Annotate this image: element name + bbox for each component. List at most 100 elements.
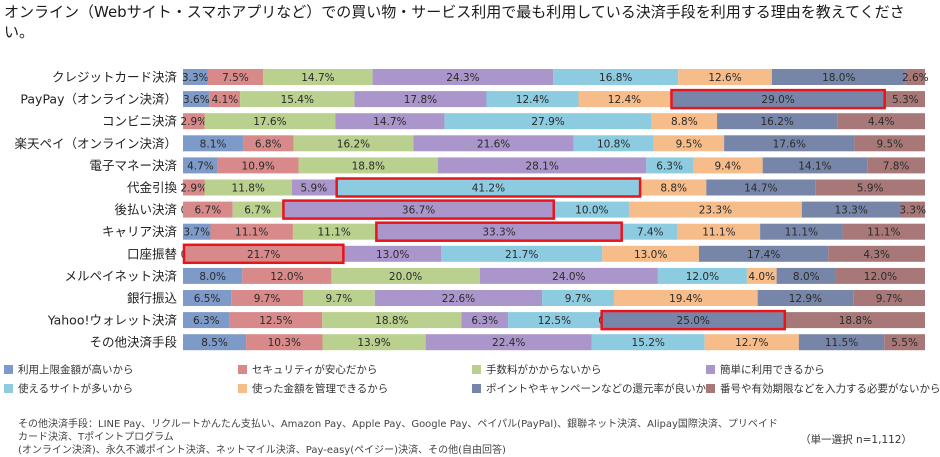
data-label: 6.3% <box>193 315 220 327</box>
data-label: 25.0% <box>677 315 710 327</box>
bar-segment <box>440 245 603 262</box>
bar-segment <box>183 312 230 329</box>
bar-segment <box>837 113 925 130</box>
data-label: 9.7% <box>876 293 903 305</box>
legend-label: 使えるサイトが多いから <box>18 383 134 395</box>
bar-segment <box>231 290 303 306</box>
bar-segment <box>413 135 574 152</box>
bar-segment <box>335 113 445 130</box>
bar-segment <box>425 334 592 351</box>
category-label: 代金引換 <box>127 180 178 195</box>
highlight-box <box>182 243 345 265</box>
bar-segment <box>657 267 747 284</box>
data-label: 13.3% <box>834 205 867 217</box>
bar-segment <box>670 91 886 108</box>
data-label: 22.4% <box>492 337 525 349</box>
legend-item: 使った金額を管理できるから <box>238 381 472 396</box>
data-label: 2.9% <box>180 116 207 128</box>
data-label: 12.6% <box>708 72 741 84</box>
bar-segment <box>331 267 480 284</box>
bar-segment <box>344 245 441 262</box>
bar-segment <box>461 312 509 329</box>
legend-label: 簡単に利用できるから <box>720 364 825 376</box>
bar-segment <box>854 135 925 152</box>
highlight-box <box>600 309 787 331</box>
bar-segment <box>542 290 614 306</box>
bar-segment <box>302 290 375 306</box>
bar-segment <box>905 69 925 85</box>
data-label: 7.4% <box>637 227 664 239</box>
data-label: 11.5% <box>825 337 858 349</box>
bar-segment <box>291 179 336 196</box>
data-label: 11.8% <box>232 183 265 195</box>
category-label: メルペイネット決済 <box>64 268 177 283</box>
chart-title: オンライン（Webサイト・スマホアプリなど）での買い物・サービス利用で最も利用し… <box>4 3 905 41</box>
legend-swatch <box>706 384 715 393</box>
data-label: 17.6% <box>253 116 286 128</box>
bar-segment <box>801 201 901 218</box>
highlight-box <box>282 199 555 220</box>
category-labels: クレジットカード決済 PayPay（オンライン決済） コンビニ決済楽天ペイ（オンライ… <box>14 70 177 350</box>
bar-segment <box>724 135 855 152</box>
bar-segment <box>717 113 838 130</box>
data-label: 13.9% <box>357 337 390 349</box>
data-label: 12.0% <box>270 271 303 283</box>
category-label: 楽天ペイ（オンライン決済） <box>14 136 177 151</box>
bar-segment <box>835 267 925 284</box>
sample-size-note: （単一選択 n=1,112） <box>800 434 912 446</box>
bar-segment <box>210 223 293 240</box>
bar-segment <box>885 91 925 108</box>
bar-segment <box>678 69 772 85</box>
bar-segment <box>486 91 579 108</box>
data-label: 28.1% <box>525 160 558 172</box>
data-label: 11.1% <box>317 227 350 239</box>
bar-segment <box>508 312 601 329</box>
data-label: 8.5% <box>201 337 228 349</box>
data-label: 12.0% <box>686 271 719 283</box>
data-label: 8.0% <box>199 271 226 283</box>
legend-swatch <box>472 384 481 393</box>
category-label: クレジットカード決済 <box>52 70 178 85</box>
data-label: 9.5% <box>676 138 703 150</box>
bar-segment <box>292 223 376 240</box>
bar-segment <box>554 201 629 218</box>
legend-label: 番号や有効期限などを入力する必要がないから <box>720 383 940 395</box>
data-label: 8.8% <box>660 183 687 195</box>
data-label: 10.3% <box>268 337 301 349</box>
bar-segment <box>867 157 925 174</box>
data-label: 18.8% <box>375 315 408 327</box>
bar-segment <box>298 157 438 174</box>
highlight-boxes <box>182 88 886 331</box>
category-label: コンビニ決済 <box>102 114 178 129</box>
data-label: 4.4% <box>868 116 895 128</box>
bar-segment <box>209 91 241 108</box>
bar-segment <box>183 201 233 218</box>
bar-segment <box>757 290 854 306</box>
bar-segment <box>746 267 777 284</box>
data-label: 20.0% <box>389 271 422 283</box>
data-label: 6.7% <box>244 205 271 217</box>
legend-item: 使えるサイトが多いから <box>4 381 238 396</box>
data-label: 17.8% <box>404 94 437 106</box>
bar-segment <box>240 91 355 108</box>
bar-segment <box>776 267 836 284</box>
bar-segment <box>479 267 658 284</box>
bar-segment <box>322 334 426 351</box>
legend-swatch <box>238 384 247 393</box>
bar-segment <box>183 135 244 152</box>
bar-segment <box>183 113 205 130</box>
bar-segment <box>183 267 243 284</box>
bar-segment <box>553 69 679 85</box>
legend-label: セキュリティが安心だから <box>252 364 378 376</box>
bar-segment <box>322 312 462 329</box>
bar-segment <box>706 179 816 196</box>
data-label: 19.4% <box>669 293 702 305</box>
bar-segment <box>243 135 294 152</box>
bar-segment <box>646 157 693 174</box>
data-label: 15.4% <box>281 94 314 106</box>
data-label: 41.2% <box>472 183 505 195</box>
bar-segment <box>183 334 247 351</box>
bar-segment <box>374 290 543 306</box>
data-label: 12.5% <box>538 315 571 327</box>
legend-swatch <box>472 365 481 374</box>
